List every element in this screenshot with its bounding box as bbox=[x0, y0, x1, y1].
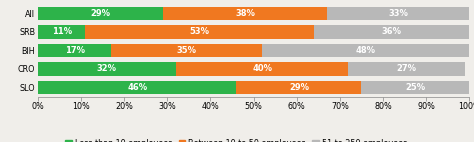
Text: 46%: 46% bbox=[127, 83, 147, 92]
Bar bbox=[314, 25, 469, 39]
Bar bbox=[38, 25, 85, 39]
Text: 36%: 36% bbox=[382, 27, 401, 36]
Legend: Less than 10 employees, Between 10 to 50 employees, 51 to 250 employees: Less than 10 employees, Between 10 to 50… bbox=[62, 136, 410, 142]
Bar bbox=[361, 81, 469, 94]
Bar bbox=[111, 44, 262, 57]
Bar bbox=[163, 7, 327, 20]
Bar bbox=[38, 81, 237, 94]
Text: 17%: 17% bbox=[64, 46, 84, 55]
Text: 29%: 29% bbox=[289, 83, 309, 92]
Text: 11%: 11% bbox=[52, 27, 72, 36]
Text: 48%: 48% bbox=[356, 46, 376, 55]
Text: 40%: 40% bbox=[252, 64, 272, 73]
Bar bbox=[348, 62, 465, 76]
Bar bbox=[38, 44, 111, 57]
Text: 33%: 33% bbox=[388, 9, 408, 18]
Bar bbox=[176, 62, 348, 76]
Text: 27%: 27% bbox=[397, 64, 417, 73]
Bar bbox=[38, 7, 163, 20]
Text: 25%: 25% bbox=[405, 83, 425, 92]
Bar bbox=[327, 7, 469, 20]
Bar bbox=[38, 62, 176, 76]
Bar bbox=[262, 44, 469, 57]
Text: 29%: 29% bbox=[91, 9, 110, 18]
Text: 32%: 32% bbox=[97, 64, 117, 73]
Bar bbox=[237, 81, 361, 94]
Text: 35%: 35% bbox=[177, 46, 197, 55]
Text: 53%: 53% bbox=[190, 27, 210, 36]
Text: 38%: 38% bbox=[235, 9, 255, 18]
Bar bbox=[85, 25, 314, 39]
